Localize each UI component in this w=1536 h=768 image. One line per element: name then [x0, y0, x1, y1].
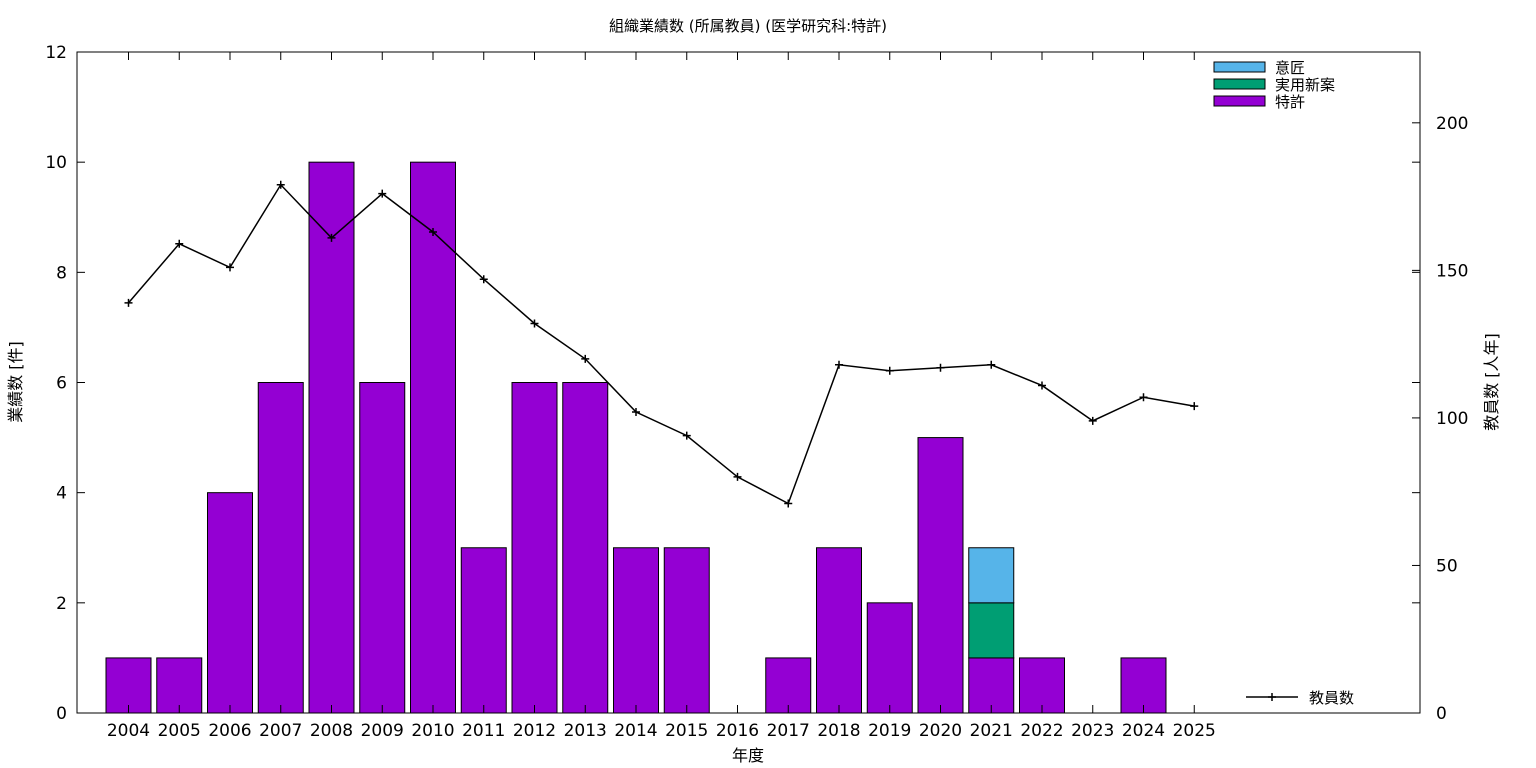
- bar-2017-series-0: [765, 657, 812, 714]
- bar-2024-series-0: [1120, 657, 1167, 714]
- x-tick-label: 2006: [208, 721, 251, 741]
- line-point-2010: [429, 228, 437, 237]
- bar-2009-series-0: [359, 382, 406, 714]
- y2-tick-label: 100: [1436, 409, 1468, 429]
- x-tick-label: 2007: [259, 721, 302, 741]
- line-point-2011: [479, 275, 488, 284]
- y-axis-label: 業績数 [件]: [6, 341, 25, 423]
- x-tick-label: 2023: [1071, 721, 1114, 741]
- bar-2005-series-0: [156, 657, 203, 714]
- x-tick-label: 2024: [1122, 721, 1165, 741]
- legend-line-marker: [1268, 693, 1276, 701]
- bar-2008-series-0: [308, 161, 355, 714]
- bar-2019-series-0: [866, 602, 913, 714]
- bars-layer: [105, 161, 1167, 714]
- y2-tick-label: 0: [1436, 704, 1447, 724]
- y2-tick-label: 200: [1436, 114, 1468, 134]
- x-tick-label: 2008: [310, 721, 353, 741]
- line-point-2016: [733, 472, 742, 481]
- bar-2011-series-0: [460, 547, 507, 714]
- legend-swatch-1: [1213, 78, 1266, 90]
- bar-2018-series-0: [816, 547, 862, 714]
- bar-2015-series-0: [663, 547, 710, 714]
- x-tick-label: 2017: [767, 721, 810, 741]
- axes-layer: 0 2 4 6 8 10 12 0 50 100 150 200 2004 2005 2006 2007 200…: [45, 43, 1468, 741]
- line-layer: [124, 180, 1199, 508]
- y2-axis-label: 教員数 [人年]: [1482, 333, 1501, 431]
- line-point-2020: [936, 363, 945, 372]
- x-tick-label: 2004: [107, 721, 150, 741]
- line-point-2004: [124, 298, 133, 307]
- bar-2022-series-0: [1019, 657, 1065, 714]
- x-tick-label: 2010: [411, 721, 454, 741]
- legend-swatch-2: [1213, 95, 1266, 107]
- line-point-2006: [226, 263, 234, 272]
- line-point-2008: [327, 233, 336, 242]
- x-tick-label: 2019: [868, 721, 911, 741]
- line-point-2025: [1190, 402, 1199, 411]
- x-tick-label: 2012: [513, 721, 556, 741]
- line-point-2013: [581, 354, 590, 363]
- chart-title: 組織業績数 (所属教員) (医学研究科:特許): [609, 17, 887, 35]
- line-point-2007: [276, 180, 285, 189]
- line-point-2019: [885, 366, 894, 375]
- line-point-2024: [1139, 393, 1148, 402]
- legend-label-1: 実用新案: [1275, 76, 1335, 94]
- legend-swatch-0: [1213, 61, 1266, 73]
- legend-label-line: 教員数: [1309, 689, 1354, 707]
- bar-2020-series-0: [917, 437, 964, 714]
- bar-2014-series-0: [613, 547, 659, 714]
- y2-tick-label: 50: [1436, 556, 1458, 576]
- x-tick-label: 2022: [1020, 721, 1063, 741]
- y-tick-label: 4: [56, 484, 67, 504]
- x-tick-label: 2021: [970, 721, 1013, 741]
- line-point-2017: [784, 499, 793, 508]
- bar-2021-series-0: [968, 657, 1015, 714]
- x-tick-label: 2011: [462, 721, 505, 741]
- x-tick-label: 2013: [564, 721, 607, 741]
- legend-label-0: 意匠: [1275, 59, 1305, 77]
- line-point-2021: [987, 360, 996, 369]
- x-tick-label: 2018: [817, 721, 860, 741]
- x-tick-label: 2025: [1173, 721, 1216, 741]
- x-tick-label: 2015: [665, 721, 708, 741]
- y2-tick-label: 150: [1436, 261, 1468, 281]
- bar-2013-series-0: [562, 382, 609, 714]
- line-point-2009: [378, 189, 387, 198]
- bar-2004-series-0: [105, 657, 152, 714]
- x-tick-label: 2005: [158, 721, 201, 741]
- y-tick-label: 6: [56, 374, 67, 394]
- bar-2006-series-0: [207, 492, 253, 714]
- y-tick-label: 10: [45, 153, 67, 173]
- bar-2012-series-0: [511, 382, 558, 714]
- x-tick-label: 2020: [919, 721, 962, 741]
- line-point-2018: [835, 360, 843, 369]
- legend-label-2: 特許: [1275, 93, 1305, 111]
- bar-2021-series-1: [968, 602, 1015, 659]
- y-tick-label: 8: [56, 263, 67, 283]
- x-tick-label: 2009: [361, 721, 404, 741]
- y-tick-label: 2: [56, 594, 67, 614]
- y-tick-label: 12: [45, 43, 67, 63]
- x-tick-label: 2014: [614, 721, 657, 741]
- line-point-2023: [1088, 416, 1097, 425]
- x-axis-label: 年度: [732, 746, 764, 765]
- line-point-2015: [682, 431, 691, 440]
- bar-2010-series-0: [410, 161, 456, 714]
- line-point-2005: [175, 239, 184, 248]
- bar-2007-series-0: [257, 382, 304, 714]
- line-point-2022: [1038, 381, 1046, 390]
- line-point-2012: [530, 319, 539, 328]
- x-tick-label: 2016: [716, 721, 759, 741]
- y-tick-label: 0: [56, 704, 67, 724]
- line-series-path: [127, 183, 1195, 505]
- bar-2021-series-2: [968, 547, 1015, 604]
- line-point-2014: [632, 408, 640, 417]
